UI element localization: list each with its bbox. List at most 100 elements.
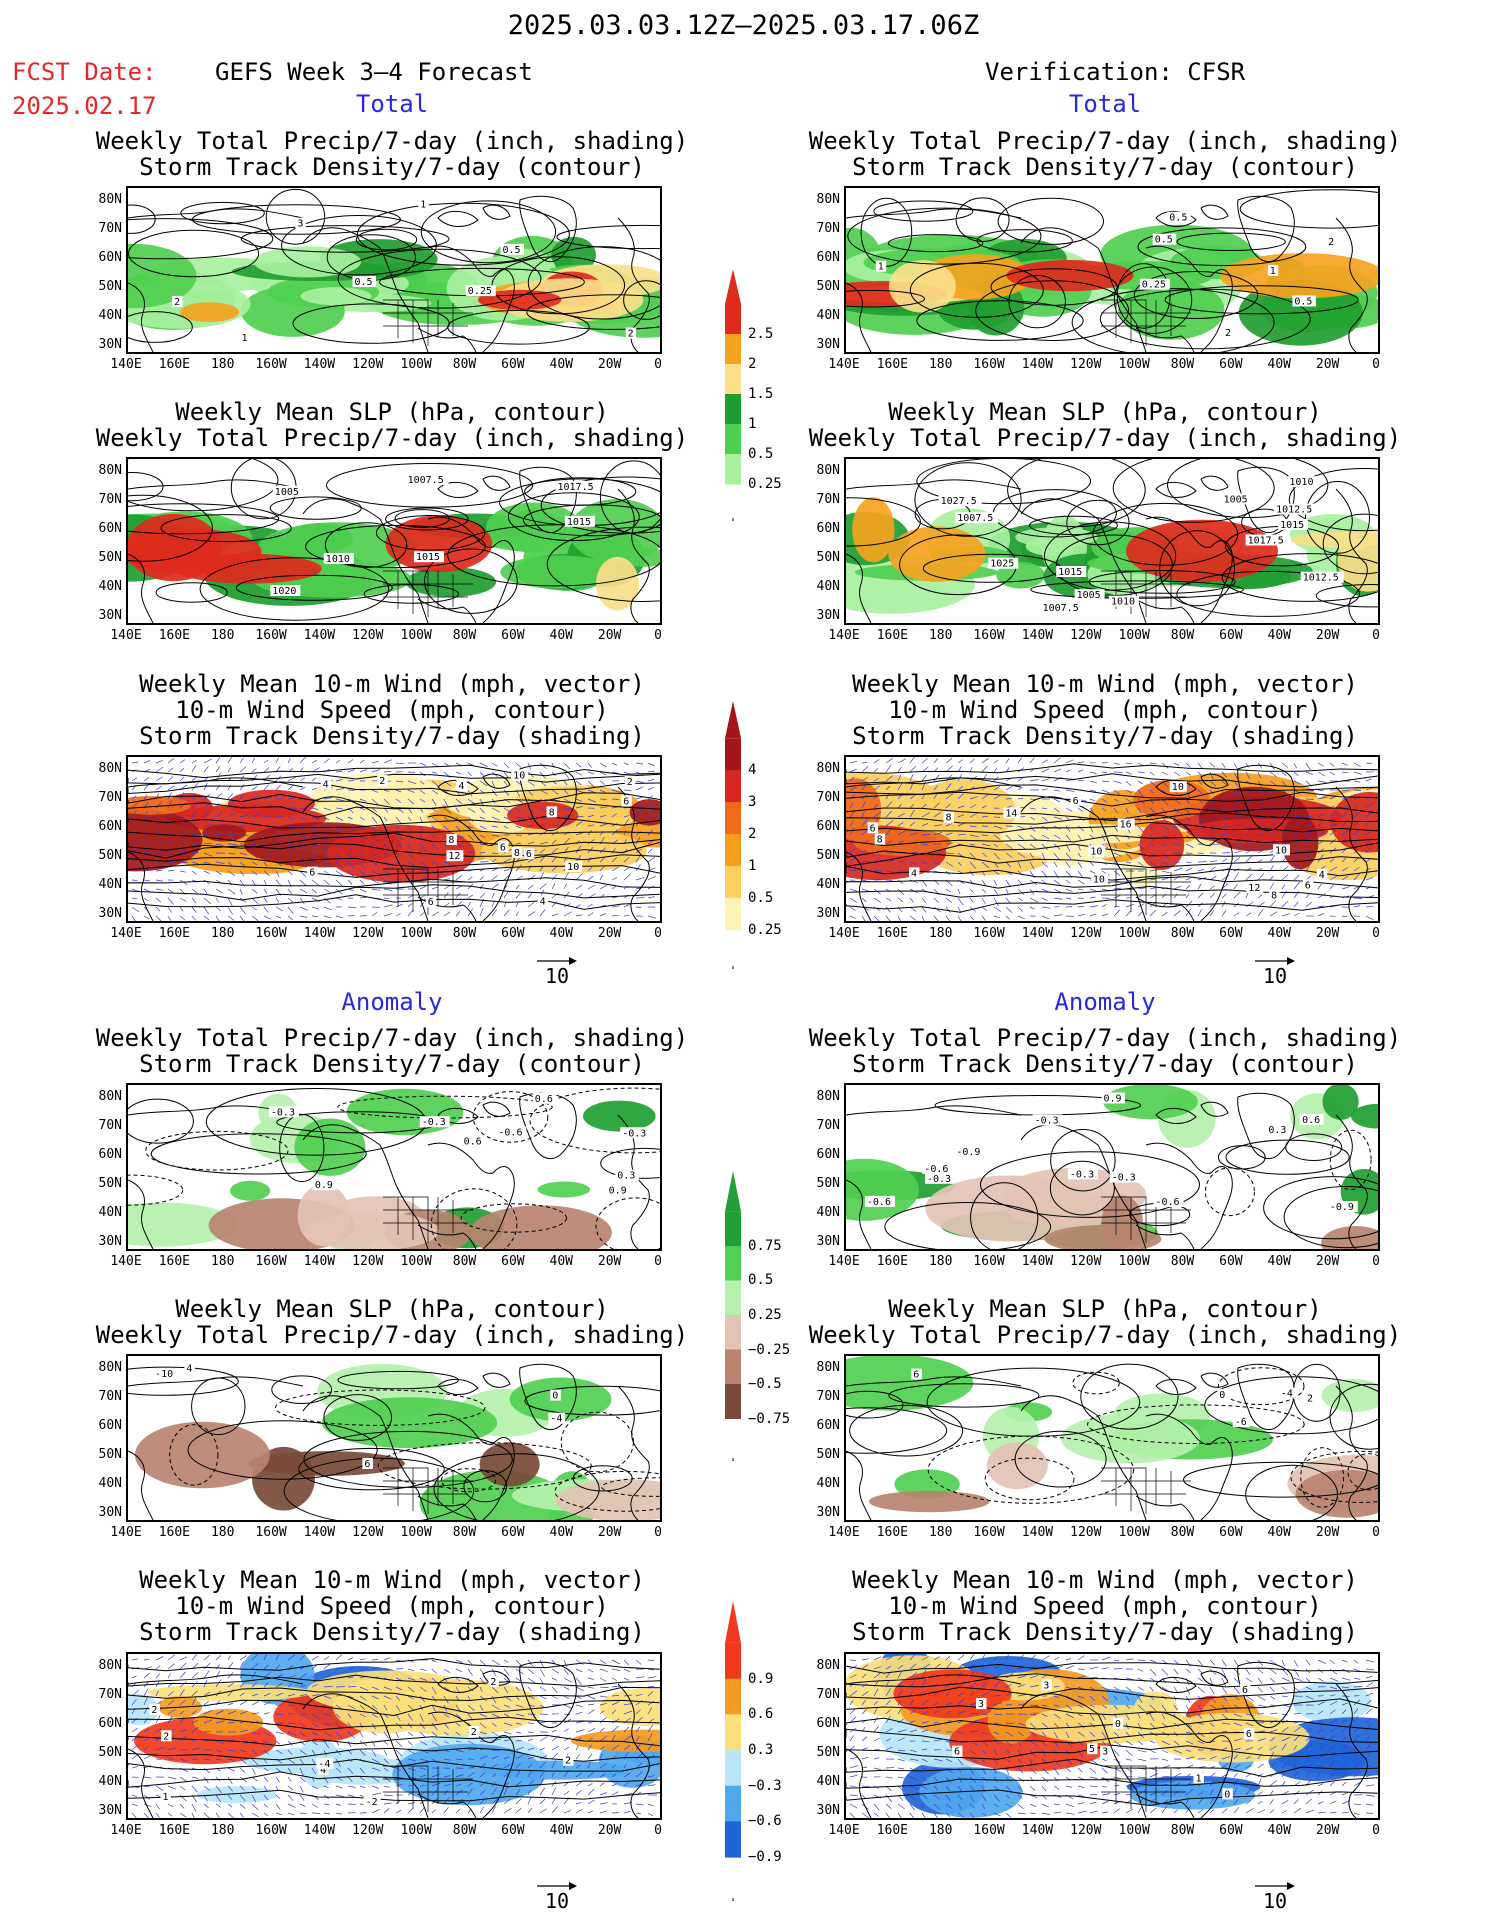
section-total-left: Total (355, 90, 429, 118)
section-total-right: Total (1068, 90, 1142, 118)
svg-text:10: 10 (1172, 782, 1184, 793)
lat-label: 70N (98, 492, 122, 507)
lat-label: 80N (816, 192, 840, 207)
svg-text:6: 6 (364, 1459, 370, 1470)
lat-label: 30N (98, 1505, 122, 1520)
lon-label: 160E (876, 357, 909, 372)
svg-text:0.6: 0.6 (464, 1137, 482, 1148)
svg-text:1010: 1010 (326, 554, 350, 565)
svg-text:-0.9: -0.9 (1330, 1202, 1354, 1213)
lon-label: 100W (1118, 628, 1150, 643)
panel-title-fcst-wind-storm: Weekly Mean 10‑m Wind (mph, vector) 10‑m … (139, 670, 645, 750)
lon-label: 80W (1170, 926, 1195, 941)
panel-title-fcst-slp-precip-anom: Weekly Mean SLP (hPa, contour) Weekly Tot… (95, 1295, 689, 1349)
map-panel-cfsr-precip-anom: 0.9 0.3 -0.3 -0.6 -0.3 -0.6 -0.9 -0.6 -0.3 -0.3 0.… (844, 1083, 1380, 1251)
lon-label: 180 (210, 628, 235, 643)
map-panel-fcst-wind-anom: 2 2 2 4 2 1 -2 -4 2 (126, 1652, 662, 1820)
map-panel-fcst-precip-storm: 0.5 0.5 1 1 2 2 3 0.25 (126, 186, 662, 354)
lat-label: 30N (98, 337, 122, 352)
svg-text:1010: 1010 (1289, 477, 1313, 488)
lon-label: 140E (828, 357, 860, 372)
panel-title-cfsr-precip-storm: Weekly Total Precip/7‑day (inch, shading… (808, 127, 1402, 181)
svg-text:0.5: 0.5 (355, 277, 373, 288)
lon-label: 140E (110, 357, 142, 372)
lon-label: 160E (876, 926, 909, 941)
vector-reference-label: 10 (1262, 1889, 1288, 1913)
colorbar-label: 0.25 (748, 1307, 782, 1323)
lat-label: 60N (98, 1716, 122, 1731)
vector-reference-arrow (537, 1882, 577, 1890)
svg-text:8: 8 (1271, 891, 1277, 902)
lat-label: 40N (98, 877, 122, 892)
lon-label: 140E (828, 1525, 860, 1540)
panel-title-cfsr-slp-precip: Weekly Mean SLP (hPa, contour) Weekly Tot… (808, 398, 1402, 452)
lon-label: 140W (1021, 357, 1054, 372)
lon-label: 0 (1372, 1823, 1380, 1838)
svg-text:1: 1 (163, 1792, 169, 1803)
lon-label: 40W (549, 926, 573, 941)
svg-text:1007.5: 1007.5 (408, 475, 444, 486)
lon-label: 0 (1372, 1525, 1380, 1540)
lon-label: 20W (597, 1525, 622, 1540)
lon-label: 120W (1070, 1525, 1102, 1540)
map-cfsr-precip-storm: 2 1 0.5 0.5 0.25 2 1 0.5 (846, 189, 1378, 352)
vector-reference-arrow (1255, 1882, 1295, 1890)
svg-text:1: 1 (1196, 1773, 1202, 1784)
lat-label: 60N (816, 1716, 840, 1731)
lon-label: 60W (501, 357, 525, 372)
svg-text:0.5: 0.5 (503, 245, 521, 256)
svg-text:10: 10 (1275, 845, 1287, 856)
lon-label: 180 (928, 1525, 953, 1540)
svg-text:-0.3: -0.3 (271, 1107, 295, 1118)
lon-label: 160W (973, 357, 1005, 372)
colorbar-label: 0.5 (748, 1272, 774, 1289)
colorbar-label: 2 (748, 826, 757, 842)
svg-text:4: 4 (186, 1363, 192, 1374)
lon-label: 40W (549, 1823, 573, 1838)
lon-label: 100W (1118, 357, 1150, 372)
lon-label: 160W (973, 1525, 1005, 1540)
lon-label: 140E (828, 1254, 860, 1269)
lon-label: 160E (876, 1254, 909, 1269)
svg-text:2: 2 (151, 1705, 157, 1716)
lon-label: 120W (352, 1525, 384, 1540)
lon-label: 0 (1372, 926, 1380, 941)
lat-label: 60N (816, 1147, 840, 1162)
svg-text:1020: 1020 (272, 586, 296, 597)
lon-label: 80W (452, 357, 477, 372)
lon-label: 160E (158, 1823, 191, 1838)
svg-text:0: 0 (1115, 1719, 1121, 1730)
vector-reference-label: 10 (544, 1889, 570, 1913)
map-panel-cfsr-precip-storm: 2 1 0.5 0.5 0.25 2 1 0.5 (844, 186, 1380, 354)
panel-title-cfsr-wind-storm-anom: Weekly Mean 10‑m Wind (mph, vector) 10‑m … (852, 1566, 1358, 1646)
svg-text:12: 12 (1248, 883, 1260, 894)
svg-text:4: 4 (1319, 870, 1325, 881)
lon-label: 140E (828, 1823, 860, 1838)
lat-label: 30N (816, 608, 840, 623)
lat-label: 70N (816, 790, 840, 805)
vector-reference-label: 10 (1262, 964, 1288, 988)
svg-text:16: 16 (1120, 820, 1132, 831)
svg-text:-0.3: -0.3 (422, 1117, 446, 1128)
svg-text:0.6: 0.6 (535, 1094, 553, 1105)
lon-label: 20W (1315, 926, 1340, 941)
lon-label: 20W (1315, 357, 1340, 372)
colorbar-label: 0.6 (748, 1706, 774, 1723)
panel-title-fcst-wind-storm-anom: Weekly Mean 10‑m Wind (mph, vector) 10‑m … (139, 1566, 645, 1646)
lat-label: 60N (98, 819, 122, 834)
svg-text:1025: 1025 (990, 559, 1014, 570)
svg-text:6: 6 (1073, 796, 1079, 807)
lat-label: 30N (816, 906, 840, 921)
lon-label: 80W (1170, 1254, 1195, 1269)
svg-text:1015: 1015 (1058, 567, 1082, 578)
lon-label: 140W (1021, 926, 1054, 941)
vector-reference-arrow (537, 957, 577, 965)
lon-label: 40W (1267, 1525, 1291, 1540)
lon-label: 60W (501, 1525, 525, 1540)
panel-title-cfsr-wind-storm: Weekly Mean 10‑m Wind (mph, vector) 10‑m … (852, 670, 1358, 750)
lon-label: 0 (654, 926, 662, 941)
lon-label: 20W (1315, 628, 1340, 643)
svg-text:-0.6: -0.6 (498, 1128, 522, 1139)
map-panel-fcst-slp-anom: -4 0 -10 6 4 (126, 1354, 662, 1522)
lon-label: 140E (110, 1254, 142, 1269)
